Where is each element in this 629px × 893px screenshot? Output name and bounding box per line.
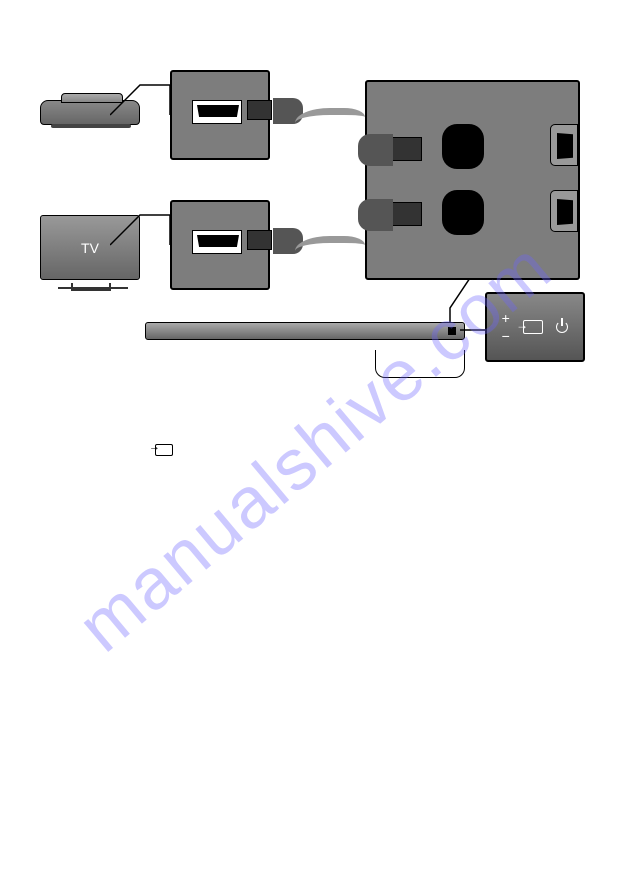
soundbar-icon	[145, 322, 465, 340]
hdmi-port-box-device	[170, 70, 270, 160]
minus-icon: −	[502, 329, 510, 343]
hdmi-out-port-icon	[550, 190, 578, 232]
tv-label: TV	[81, 240, 99, 256]
port-slot-icon	[442, 190, 484, 235]
connection-diagram: TV	[40, 60, 590, 380]
plus-icon: +	[502, 311, 510, 325]
hdmi-plug-icon	[392, 202, 422, 226]
soundbar-rear-panel	[365, 80, 580, 280]
hdmi-port-box-tv	[170, 200, 270, 290]
volume-control-icon: + −	[502, 311, 510, 343]
power-icon	[556, 321, 568, 333]
soundbar-indicator-icon	[448, 327, 456, 335]
cable-segment-2	[295, 236, 365, 266]
source-icon	[523, 320, 543, 334]
source-icon	[155, 444, 173, 456]
hdmi-in-port-icon	[550, 124, 578, 166]
cable-segment-1	[295, 108, 365, 138]
page-content: TV	[0, 0, 629, 893]
hdmi-port-icon	[192, 100, 242, 124]
tv-stand-icon	[71, 283, 111, 291]
soundbar-callout-bracket	[375, 350, 465, 378]
hdmi-plug-icon	[247, 100, 272, 120]
hdmi-plug-icon	[247, 230, 272, 250]
hdmi-port-icon	[192, 230, 242, 254]
soundbar-control-panel: + −	[485, 292, 585, 362]
hdmi-plug-icon	[392, 137, 422, 161]
port-slot-icon	[442, 124, 484, 169]
